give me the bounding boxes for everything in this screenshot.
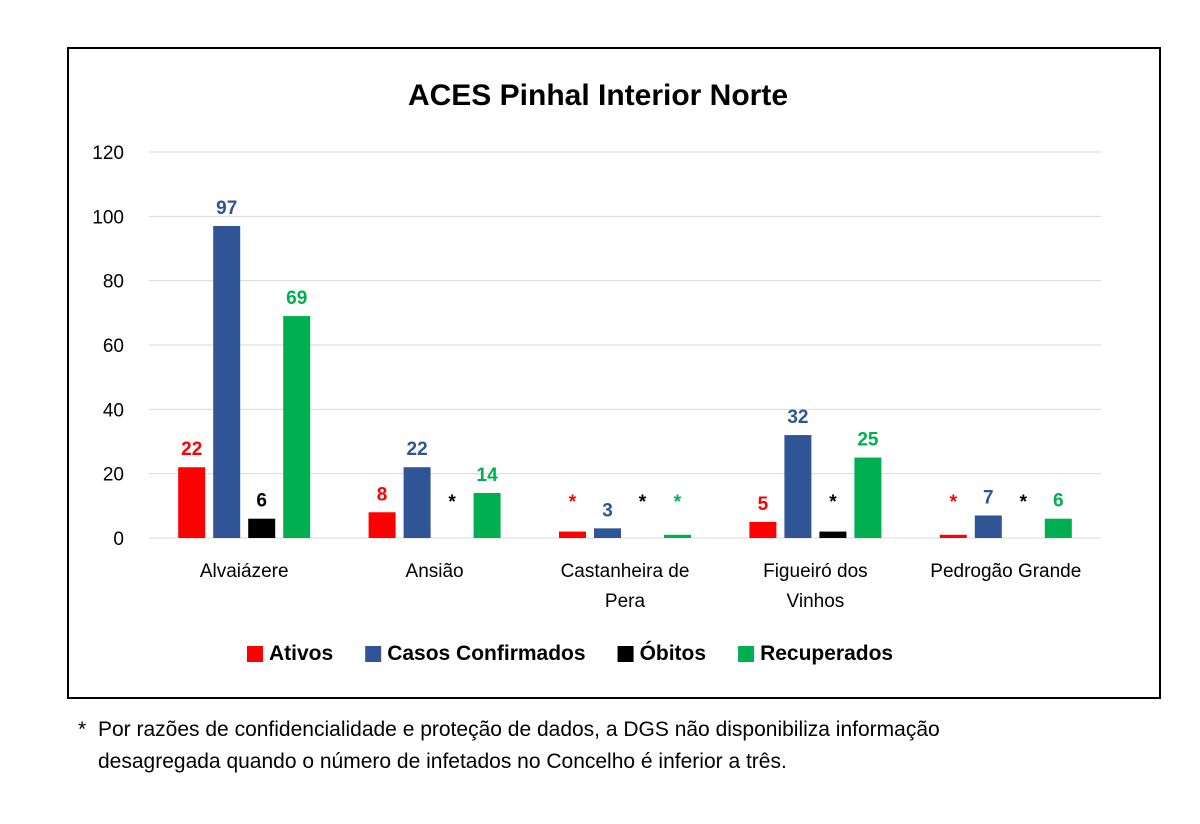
- bar: [664, 534, 691, 538]
- y-tick-label: 0: [113, 529, 124, 550]
- bar: [749, 521, 777, 538]
- data-label: 6: [256, 491, 267, 512]
- data-label: *: [569, 492, 577, 513]
- bar: [248, 518, 276, 538]
- data-label: 22: [181, 439, 202, 460]
- category-label: Alvaiázere: [200, 561, 289, 582]
- bar: [854, 457, 882, 538]
- data-label: 7: [983, 487, 994, 508]
- footnote-line-1: Por razões de confidencialidade e proteç…: [98, 718, 940, 741]
- legend-label: Casos Confirmados: [387, 642, 585, 665]
- legend-swatch: [617, 646, 634, 662]
- category-label: Figueiró dos: [763, 561, 868, 582]
- chart-svg: ACES Pinhal Interior Norte 0 20 40 60 80 100 1…: [92, 79, 1101, 665]
- y-tick-label: 120: [92, 143, 124, 164]
- bar: [939, 534, 967, 538]
- legend-swatch: [365, 646, 382, 662]
- data-label: *: [950, 492, 958, 513]
- y-tick-label: 60: [103, 336, 124, 357]
- bar: [1044, 518, 1072, 538]
- data-label: 6: [1053, 491, 1064, 512]
- bar: [368, 512, 396, 538]
- y-axis-ticks: 0 20 40 60 80 100 120: [92, 143, 124, 550]
- bar: [819, 531, 847, 538]
- y-tick-label: 100: [92, 207, 124, 228]
- legend: Ativos Casos Confirmados Óbitos Recuperados: [247, 641, 893, 665]
- bar: [213, 225, 241, 538]
- data-label: 97: [216, 198, 237, 219]
- footnote-asterisk: *: [78, 718, 87, 741]
- data-label: 22: [407, 439, 428, 460]
- data-label: *: [829, 492, 837, 513]
- y-tick-label: 20: [103, 465, 124, 486]
- category-label: Castanheira de: [561, 561, 690, 582]
- category-label: Pedrogão Grande: [930, 561, 1081, 582]
- data-label: *: [674, 492, 682, 513]
- data-label: 8: [377, 484, 388, 505]
- chart-frame: ACES Pinhal Interior Norte 0 20 40 60 80 100 1…: [67, 47, 1161, 699]
- footnote-line-2: desagregada quando o número de infetados…: [98, 750, 787, 773]
- legend-swatch: [247, 646, 263, 662]
- bar: [974, 515, 1002, 538]
- category-label: Ansião: [406, 561, 464, 582]
- bar: [178, 467, 206, 538]
- y-tick-label: 40: [103, 400, 124, 421]
- category-label: Pera: [605, 591, 646, 612]
- data-label: 14: [477, 465, 499, 486]
- footnote: * Por razões de confidencialidade e prote…: [78, 714, 1158, 778]
- legend-label: Ativos: [269, 642, 333, 665]
- data-label: 69: [286, 288, 307, 309]
- bar: [473, 492, 501, 538]
- category-labels: Alvaiázere Ansião Castanheira de Pera Figuei…: [200, 561, 1081, 612]
- bars: [178, 225, 1072, 538]
- legend-label: Óbitos: [640, 641, 707, 665]
- bar: [784, 435, 812, 538]
- category-label: Vinhos: [787, 591, 845, 612]
- data-label: *: [1020, 492, 1028, 513]
- bar: [559, 531, 586, 538]
- data-labels: 22 97 6 69 8 22 * 14 * 3 * * 5 32 * 25 * 7 * 6: [181, 198, 1063, 521]
- chart-title: ACES Pinhal Interior Norte: [408, 79, 788, 112]
- data-label: 3: [602, 500, 613, 521]
- data-label: *: [639, 492, 647, 513]
- data-label: 32: [787, 407, 808, 428]
- legend-label: Recuperados: [760, 642, 893, 665]
- data-label: 5: [758, 494, 769, 515]
- y-tick-label: 80: [103, 272, 124, 293]
- bar: [594, 528, 621, 538]
- bar: [283, 316, 311, 538]
- data-label: 25: [857, 430, 879, 451]
- bar: [403, 467, 431, 538]
- legend-swatch: [738, 646, 755, 662]
- data-label: *: [448, 492, 456, 513]
